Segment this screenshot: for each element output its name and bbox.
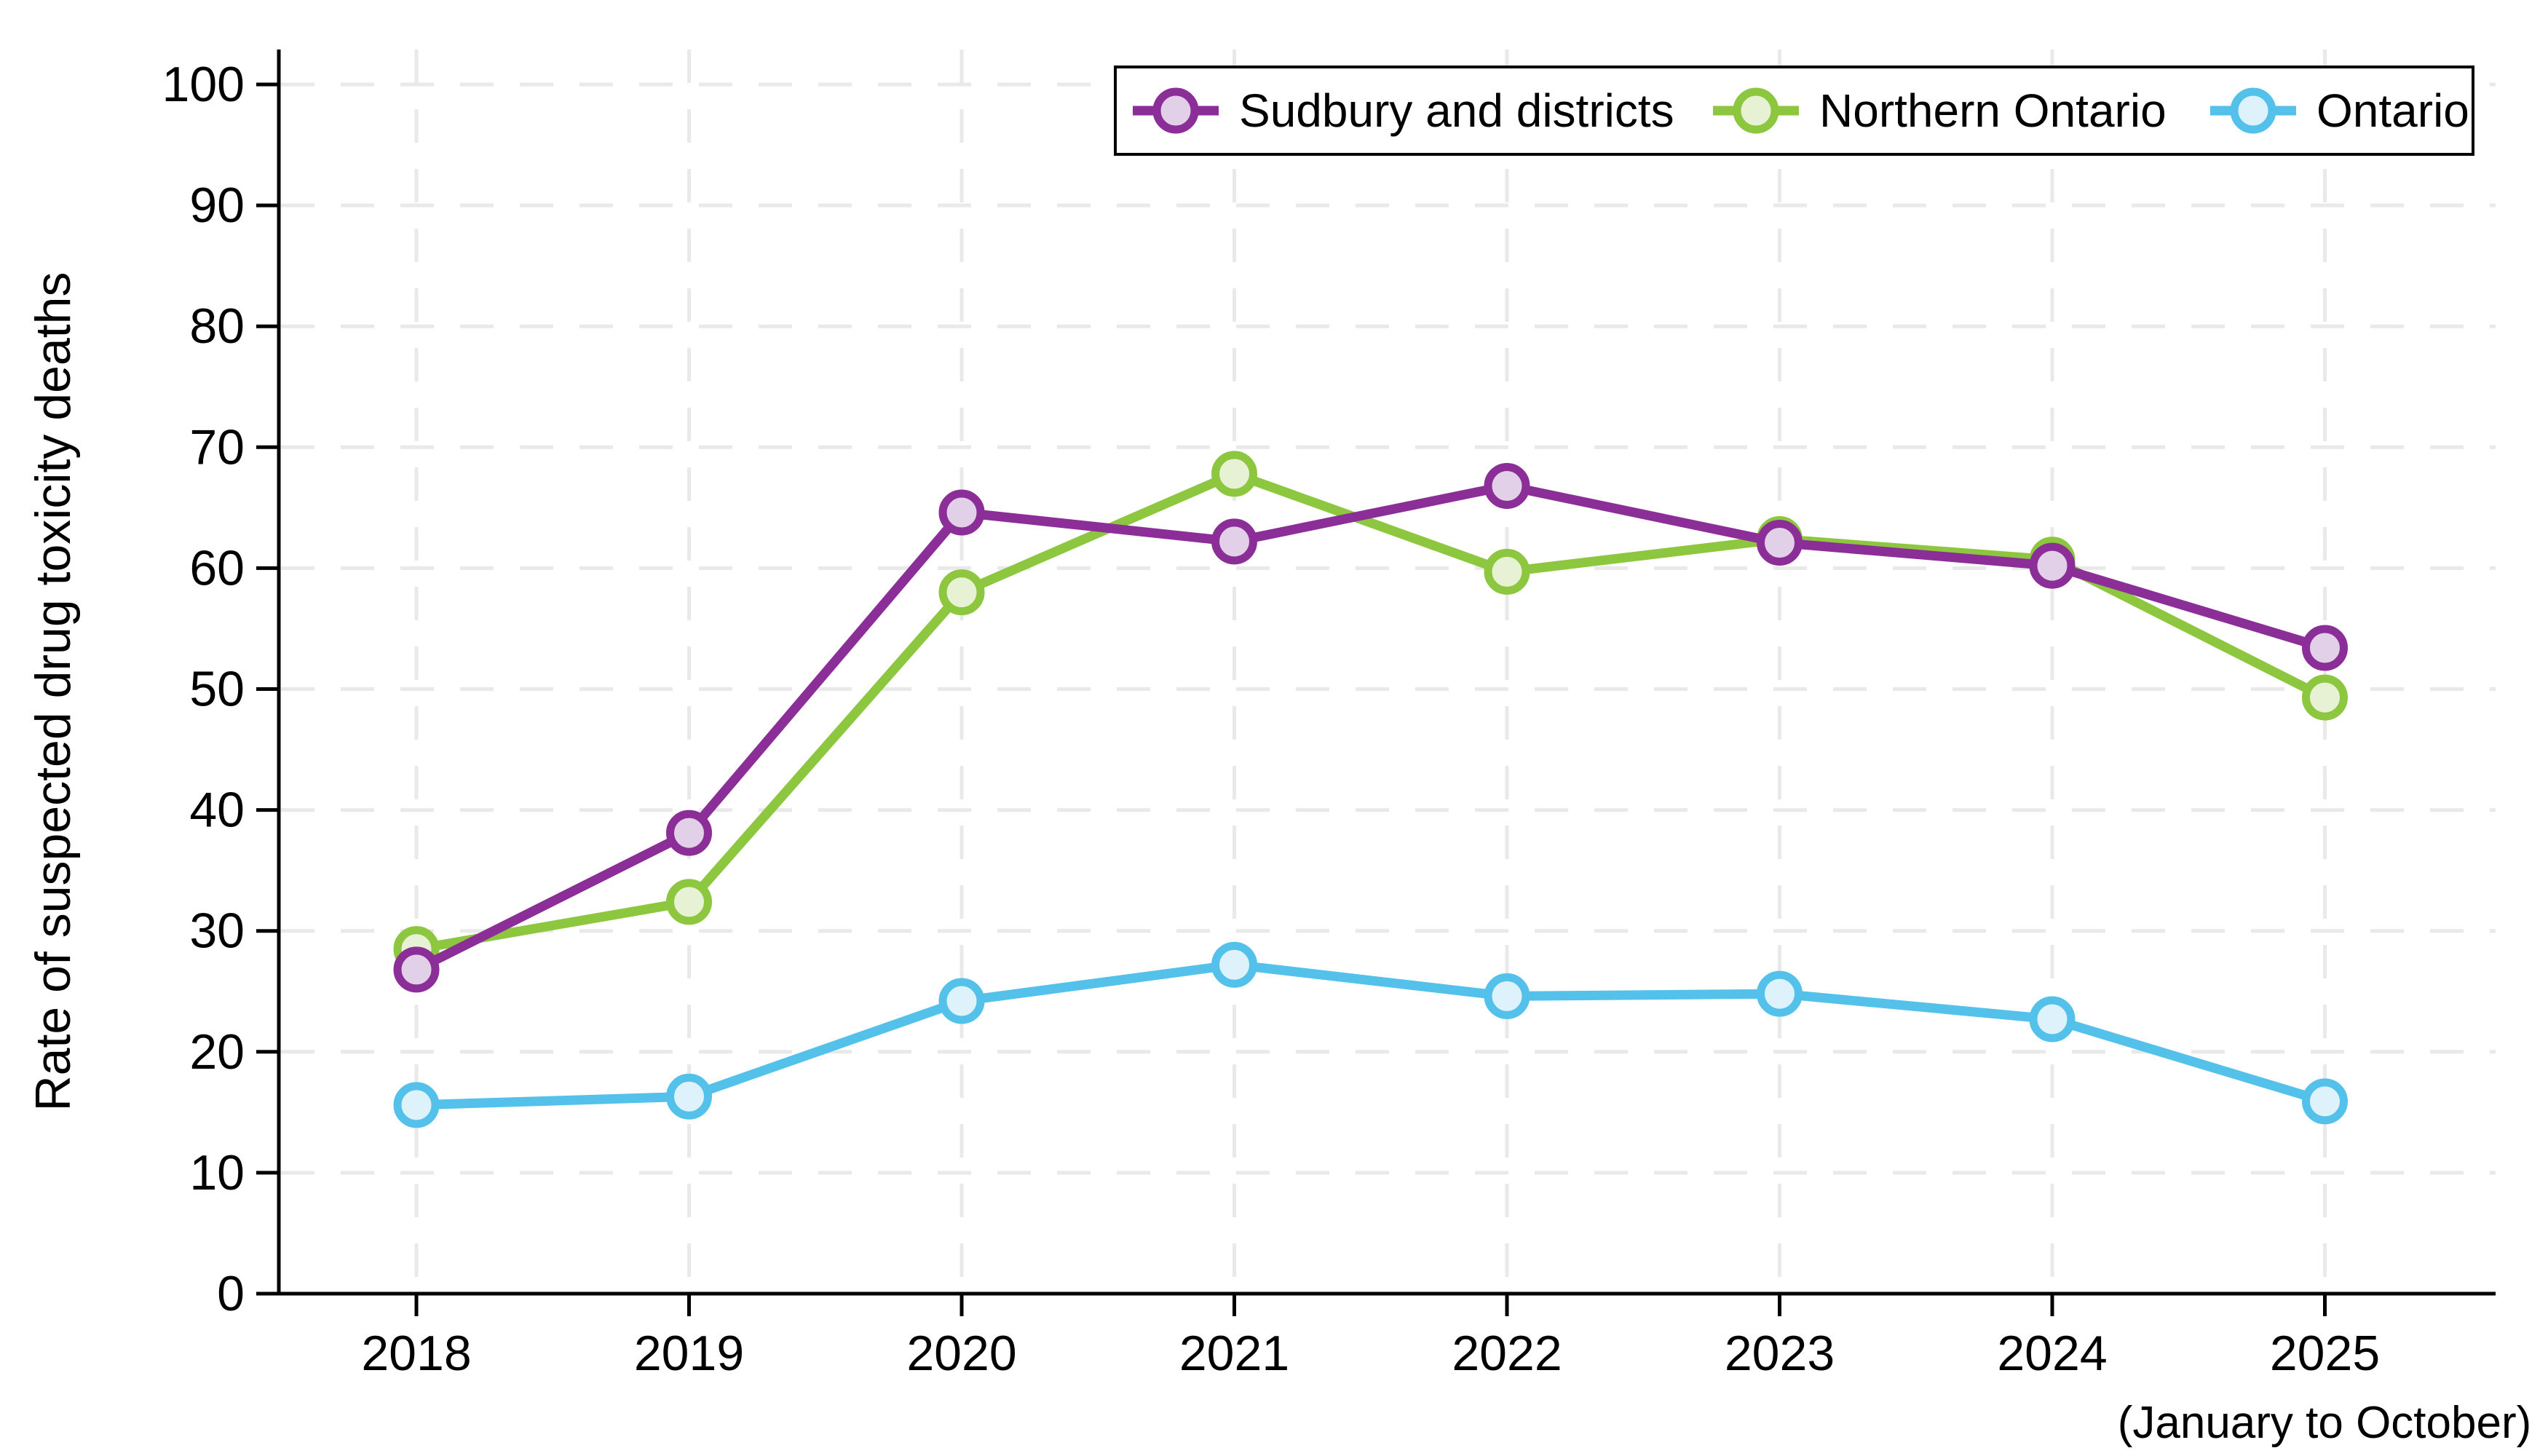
data-point	[938, 569, 985, 616]
x-tick-label: 2019	[634, 1326, 744, 1381]
y-tick-label: 50	[189, 662, 245, 717]
data-point	[2302, 625, 2348, 671]
legend-item-sudbury-and-districts: Sudbury and districts	[1133, 84, 1674, 137]
y-tick-label: 30	[189, 903, 245, 959]
series-ontario	[393, 941, 2348, 1128]
data-point	[1211, 518, 1257, 565]
x-tick-label: 2025	[2270, 1326, 2380, 1381]
series-sudbury-and-districts	[393, 462, 2348, 993]
legend-marker-icon	[1152, 87, 1199, 134]
y-tick-label: 70	[189, 419, 245, 475]
data-point	[1211, 451, 1257, 497]
legend-label: Northern Ontario	[1819, 84, 2167, 137]
legend-marker-icon	[1733, 87, 1779, 134]
y-tick-label: 60	[189, 540, 245, 596]
y-tick-label: 100	[162, 57, 245, 112]
data-point	[1757, 970, 1803, 1017]
data-point	[938, 489, 985, 536]
y-tick-label: 10	[189, 1145, 245, 1200]
data-point	[393, 1082, 440, 1128]
data-point	[666, 1073, 712, 1120]
y-tick-label: 0	[217, 1266, 245, 1321]
data-point	[2302, 674, 2348, 721]
legend: Sudbury and districts Northern Ontario Ont…	[1114, 66, 2474, 156]
data-point	[1484, 462, 1530, 509]
x-tick-label: 2023	[1725, 1326, 1835, 1381]
legend-item-ontario: Ontario	[2210, 84, 2469, 137]
data-point	[2302, 1078, 2348, 1125]
x-tick-label: 2022	[1452, 1326, 1562, 1381]
data-point	[1484, 973, 1530, 1019]
legend-label: Ontario	[2316, 84, 2469, 137]
y-tick-label: 20	[189, 1024, 245, 1080]
data-point	[666, 810, 712, 856]
x-axis-note: (January to October)	[2118, 1398, 2532, 1448]
data-point	[1757, 520, 1803, 566]
legend-item-northern-ontario: Northern Ontario	[1713, 84, 2167, 137]
data-point	[393, 946, 440, 993]
data-point	[666, 879, 712, 925]
series-line	[411, 469, 2330, 954]
data-point	[2029, 996, 2076, 1042]
data-point	[1211, 941, 1257, 988]
series-line	[411, 960, 2330, 1110]
series-line	[411, 480, 2330, 975]
axes: 0 10 20 30 40 50 60 70 80 90 100 2018 2019 2020 2021 20…	[162, 50, 2496, 1381]
x-tick-label: 2024	[1997, 1326, 2107, 1381]
x-tick-label: 2018	[361, 1326, 471, 1381]
data-point	[2029, 542, 2076, 589]
y-tick-label: 80	[189, 298, 245, 354]
data-point	[1484, 548, 1530, 595]
y-tick-label: 90	[189, 178, 245, 233]
data-point	[938, 978, 985, 1024]
gridlines	[281, 50, 2496, 1291]
legend-marker-icon	[2230, 87, 2276, 134]
y-tick-label: 40	[189, 783, 245, 838]
x-tick-label: 2020	[906, 1326, 1016, 1381]
y-axis-title: Rate of suspected drug toxicity deaths	[25, 272, 81, 1112]
legend-label: Sudbury and districts	[1239, 84, 1674, 137]
plot-series	[393, 451, 2348, 1128]
x-tick-label: 2021	[1179, 1326, 1289, 1381]
